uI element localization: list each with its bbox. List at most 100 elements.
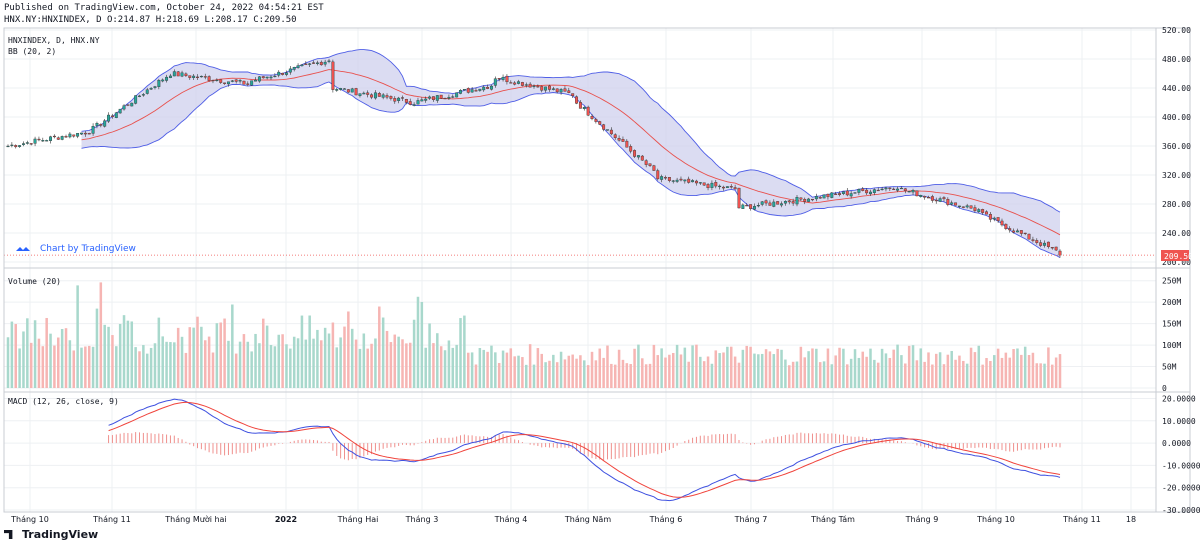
volume-bar [447, 340, 451, 388]
volume-bar [788, 365, 791, 388]
candle-body [207, 76, 211, 81]
volume-bar [366, 348, 369, 388]
volume-bar [517, 355, 520, 388]
candle-body [756, 205, 760, 207]
candle-body [300, 64, 304, 67]
candle-body [694, 180, 698, 184]
candle-body [930, 196, 934, 201]
volume-bar [1023, 346, 1027, 388]
volume-bar [323, 327, 327, 388]
volume-bar [807, 351, 810, 388]
candle-body [261, 76, 265, 79]
volume-bar [741, 349, 745, 388]
volume-bar [130, 321, 134, 388]
volume-bar [1051, 364, 1054, 388]
candle-body [122, 105, 126, 110]
volume-bar [1047, 347, 1050, 388]
candle-body [1058, 250, 1062, 256]
candle-body [107, 114, 111, 122]
candle-body [226, 81, 230, 85]
candle-body [776, 201, 780, 205]
candle-body [319, 61, 323, 66]
candle-body [942, 197, 946, 200]
candle-body [10, 144, 14, 146]
candle-body [327, 60, 331, 62]
volume-bar [745, 345, 748, 388]
candle-body [373, 92, 377, 99]
volume-bar [726, 346, 729, 388]
candle-body [814, 196, 818, 200]
volume-bar [327, 333, 331, 388]
volume-bar [459, 318, 462, 388]
volume-bar [68, 340, 72, 388]
volume-bar [671, 352, 675, 388]
volume-bar [157, 317, 161, 388]
tradingview-watermark[interactable]: Chart by TradingView [16, 244, 136, 254]
chart-by-tradingview-link[interactable]: Chart by TradingView [40, 244, 136, 254]
candle-body [145, 89, 149, 94]
volume-bar [482, 349, 485, 388]
volume-bar [699, 356, 702, 388]
candle-body [729, 186, 733, 188]
candle-body [629, 146, 633, 152]
volume-bar [320, 340, 323, 388]
volume-bar [838, 347, 841, 388]
volume-bar [161, 336, 164, 388]
volume-bar [223, 318, 226, 388]
candle-body [424, 98, 428, 101]
volume-bar [501, 350, 505, 388]
volume-bar [312, 338, 315, 388]
candle-body [780, 203, 783, 206]
candle-body [95, 123, 99, 126]
candle-body [528, 83, 532, 88]
volume-bar [834, 355, 837, 388]
volume-bar [304, 339, 308, 388]
volume-bar [915, 360, 919, 388]
candle-body [764, 200, 768, 204]
volume-bar [799, 346, 803, 388]
volume-tick-label: 100M [1162, 341, 1181, 350]
candle-body [834, 193, 838, 195]
volume-bar [567, 355, 571, 388]
volume-bar [76, 285, 79, 388]
candle-body [389, 96, 393, 99]
volume-bar [203, 340, 207, 388]
volume-bar [292, 336, 296, 388]
volume-bar [29, 342, 33, 388]
volume-bar [285, 344, 288, 388]
candle-body [478, 88, 482, 91]
volume-bar [405, 343, 408, 388]
candle-body [366, 92, 370, 95]
candle-body [91, 125, 95, 134]
volume-bar [648, 363, 652, 388]
x-tick-label: Tháng 4 [494, 515, 528, 524]
candle-body [339, 88, 343, 90]
candle-body [923, 195, 927, 198]
volume-bar [865, 356, 868, 388]
volume-bar [115, 346, 118, 388]
volume-bar [760, 353, 764, 388]
macd-line [108, 398, 1061, 502]
volume-bars [6, 282, 1062, 388]
volume-bar [509, 348, 513, 388]
macd-tick-label: 0.0000 [1162, 439, 1191, 448]
candle-body [41, 140, 45, 142]
volume-bar [103, 324, 106, 388]
candle-body [741, 204, 745, 209]
candle-body [6, 145, 10, 148]
volume-bar [679, 354, 683, 388]
volume-bar [18, 348, 21, 388]
candle-body [880, 188, 884, 191]
price-tick-label: 400.00 [1162, 113, 1191, 122]
candle-body [215, 79, 219, 82]
volume-bar [1043, 363, 1046, 388]
candle-body [64, 136, 68, 138]
volume-bar [644, 364, 648, 388]
volume-bar [552, 354, 555, 388]
candle-body [965, 205, 969, 208]
candle-body [853, 192, 857, 194]
volume-bar [822, 361, 826, 388]
volume-bar [354, 339, 358, 388]
candle-body [791, 201, 795, 204]
